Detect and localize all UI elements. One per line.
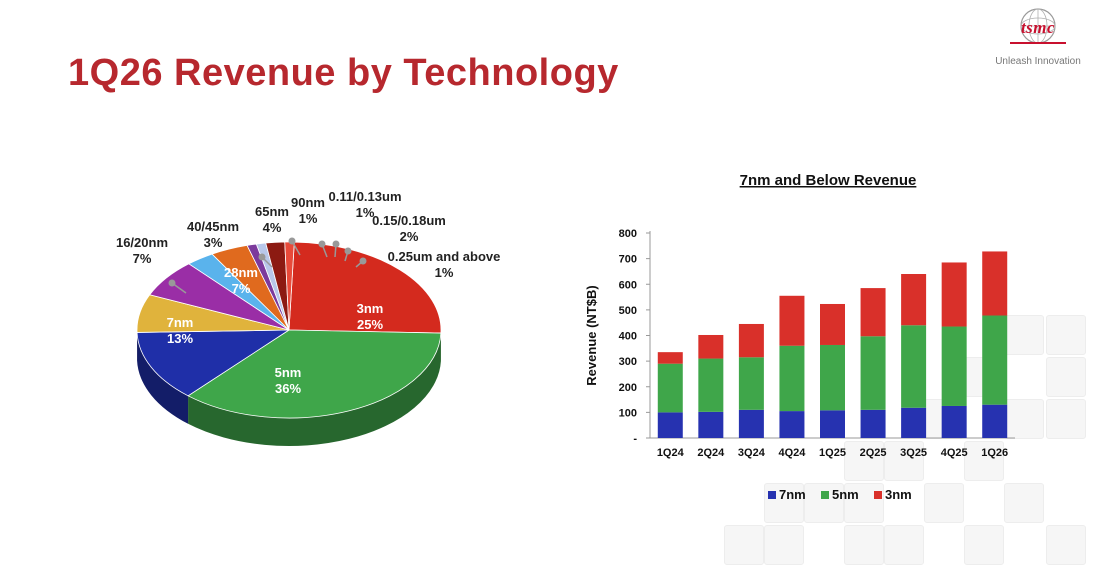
bar-7nm-1Q24 bbox=[657, 412, 683, 438]
pie-label-name-8: 0.11/0.13um bbox=[329, 189, 402, 204]
pie-side-1 bbox=[188, 333, 441, 447]
bar-3nm-2Q24 bbox=[698, 334, 724, 359]
pie-label-pct-2: 13% bbox=[167, 331, 193, 346]
y-tick-label: 500 bbox=[619, 305, 637, 317]
pie-leader-dot-9 bbox=[344, 247, 352, 255]
pie-label-name-2: 7nm bbox=[167, 315, 194, 330]
bar-7nm-3Q25 bbox=[901, 407, 927, 438]
bar-3nm-4Q25 bbox=[941, 262, 967, 327]
pie-label-name-10: 0.25um and above bbox=[388, 249, 501, 264]
pie-sides bbox=[137, 330, 441, 447]
bar-3nm-3Q25 bbox=[901, 274, 927, 326]
pie-label-pct-0: 25% bbox=[357, 317, 383, 332]
legend-label-7nm: 7nm bbox=[779, 487, 806, 502]
pie-slice-2 bbox=[136, 329, 291, 397]
bar-5nm-3Q24 bbox=[738, 357, 764, 410]
pie-leader-dot-10 bbox=[359, 257, 367, 265]
bar-7nm-2Q24 bbox=[698, 411, 724, 438]
bar-5nm-1Q26 bbox=[982, 315, 1008, 405]
pie-leader-dot-5 bbox=[258, 253, 266, 261]
bar-3nm-1Q25 bbox=[820, 303, 845, 345]
y-axis: - 100 200 300 400 500 600 700 800 bbox=[619, 228, 651, 445]
company-logo: tsmc Unleash Innovation bbox=[988, 6, 1088, 70]
pie-label-name-5: 40/45nm bbox=[187, 219, 239, 234]
bar-5nm-1Q25 bbox=[820, 344, 845, 411]
pie-label-name-7: 90nm bbox=[291, 195, 325, 210]
y-tick-label: 400 bbox=[619, 331, 637, 343]
pie-label-pct-3: 7% bbox=[133, 251, 152, 266]
x-tick-label: 3Q25 bbox=[900, 447, 927, 459]
bar-7nm-1Q25 bbox=[820, 410, 845, 438]
bar-5nm-3Q25 bbox=[901, 325, 927, 408]
y-tick-label: - bbox=[633, 433, 637, 445]
legend-label-3nm: 3nm bbox=[885, 487, 912, 502]
pie-leader-dot-8 bbox=[332, 240, 340, 248]
legend-swatch-7nm bbox=[768, 491, 776, 499]
page-title: 1Q26 Revenue by Technology bbox=[68, 52, 619, 94]
bar-7nm-4Q25 bbox=[941, 405, 967, 438]
x-tick-label: 3Q24 bbox=[738, 447, 766, 459]
bar-3nm-3Q24 bbox=[738, 323, 764, 358]
y-tick-label: 300 bbox=[619, 356, 637, 368]
pie-slice-1 bbox=[187, 329, 442, 419]
legend-swatch-3nm bbox=[874, 491, 882, 499]
bar-3nm-1Q24 bbox=[657, 352, 683, 364]
pie-label-name-3: 16/20nm bbox=[116, 235, 168, 250]
logo-wordmark: tsmc bbox=[1020, 18, 1056, 37]
bar-7nm-4Q24 bbox=[779, 411, 805, 438]
bar-chart-title: 7nm and Below Revenue bbox=[740, 172, 917, 189]
bar-3nm-1Q26 bbox=[982, 251, 1008, 316]
bar-7nm-3Q24 bbox=[738, 409, 764, 438]
bar-3nm-4Q24 bbox=[779, 295, 805, 346]
x-tick-label: 2Q24 bbox=[697, 447, 725, 459]
pie-leader-dot-6 bbox=[288, 237, 296, 245]
pie-label-pct-5: 3% bbox=[204, 235, 223, 250]
y-axis-label: Revenue (NT$B) bbox=[584, 285, 599, 385]
globe-icon bbox=[1010, 8, 1066, 44]
pie-label-name-9: 0.15/0.18um bbox=[372, 213, 446, 228]
y-tick-label: 700 bbox=[619, 254, 637, 266]
pie-labels: 3nm25%5nm36%7nm13%16/20nm7%28nm7%40/45nm… bbox=[116, 189, 500, 396]
pie-slices bbox=[136, 241, 442, 419]
pie-label-pct-10: 1% bbox=[435, 265, 454, 280]
pie-label-name-1: 5nm bbox=[275, 365, 302, 380]
pie-leader-dot-7 bbox=[318, 240, 326, 248]
legend-swatch-5nm bbox=[821, 491, 829, 499]
pie-label-pct-6: 4% bbox=[263, 220, 282, 235]
x-tick-label: 4Q25 bbox=[941, 447, 968, 459]
x-tick-label: 1Q25 bbox=[819, 447, 846, 459]
logo-tagline: Unleash Innovation bbox=[995, 56, 1081, 67]
bars bbox=[657, 251, 1008, 438]
legend-label-5nm: 5nm bbox=[832, 487, 859, 502]
pie-label-name-0: 3nm bbox=[357, 301, 384, 316]
pie-label-pct-9: 2% bbox=[400, 229, 419, 244]
pie-label-name-4: 28nm bbox=[224, 265, 258, 280]
y-tick-label: 800 bbox=[619, 228, 637, 240]
y-tick-label: 100 bbox=[619, 407, 637, 419]
bar-7nm-1Q26 bbox=[982, 404, 1008, 438]
bar-5nm-4Q24 bbox=[779, 345, 805, 412]
bar-5nm-4Q25 bbox=[941, 326, 967, 406]
pie-label-pct-1: 36% bbox=[275, 381, 301, 396]
bar-chart: 7nm and Below Revenue Revenue (NT$B) - 100 2… bbox=[584, 172, 1015, 502]
x-tick-label: 2Q25 bbox=[860, 447, 887, 459]
pie-label-pct-4: 7% bbox=[232, 281, 251, 296]
y-tick-label: 600 bbox=[619, 279, 637, 291]
legend: 7nm 5nm 3nm bbox=[768, 487, 912, 502]
x-tick-label: 1Q26 bbox=[981, 447, 1008, 459]
x-tick-label: 1Q24 bbox=[657, 447, 685, 459]
bar-7nm-2Q25 bbox=[860, 409, 886, 438]
pie-label-pct-7: 1% bbox=[299, 211, 318, 226]
bar-5nm-2Q25 bbox=[860, 336, 886, 410]
bar-5nm-2Q24 bbox=[698, 358, 724, 412]
pie-leader-dot-3 bbox=[168, 279, 176, 287]
pie-chart: 3nm25%5nm36%7nm13%16/20nm7%28nm7%40/45nm… bbox=[116, 189, 500, 447]
x-tick-label: 4Q24 bbox=[778, 447, 806, 459]
pie-side-2 bbox=[137, 332, 189, 424]
pie-label-name-6: 65nm bbox=[255, 204, 289, 219]
bar-5nm-1Q24 bbox=[657, 363, 683, 413]
bar-3nm-2Q25 bbox=[860, 288, 886, 337]
pie-label-pct-8: 1% bbox=[356, 205, 375, 220]
y-tick-label: 200 bbox=[619, 382, 637, 394]
